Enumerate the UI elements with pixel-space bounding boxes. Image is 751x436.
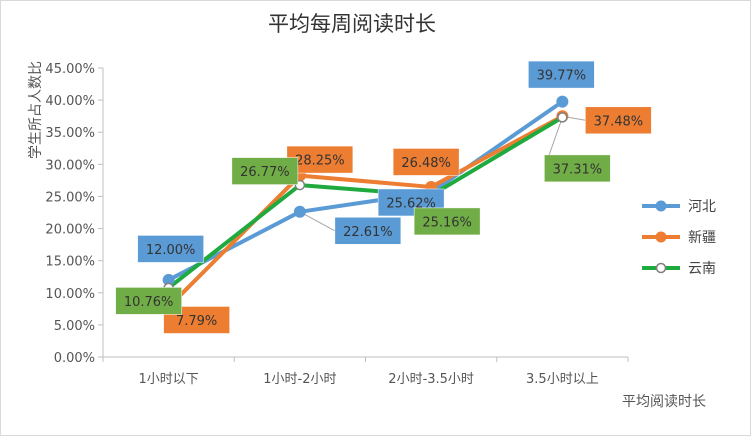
x-tick-label: 1小时以下 (138, 372, 198, 387)
y-tick-label: 20.00% (45, 223, 95, 238)
y-tick-label: 30.00% (45, 158, 95, 173)
x-axis-title: 平均阅读时长 (622, 393, 706, 410)
legend-label: 云南 (688, 261, 716, 277)
data-label-box (137, 235, 204, 263)
legend-marker (655, 262, 667, 274)
data-label-box (528, 60, 595, 89)
y-tick-label: 10.00% (45, 287, 95, 302)
data-label-box (392, 148, 460, 176)
legend-label: 新疆 (688, 230, 716, 246)
data-label: 39.77% (537, 69, 587, 84)
data-label: 37.31% (553, 162, 603, 177)
data-label-box (585, 106, 652, 135)
data-label-box (544, 154, 611, 183)
data-label: 12.00% (146, 243, 196, 258)
chart-title: 平均每周阅读时长 (268, 12, 436, 36)
legend-label: 河北 (688, 199, 716, 215)
y-axis-title: 学生所占人数比 (28, 61, 44, 159)
data-point (557, 112, 568, 123)
y-tick-label: 15.00% (45, 255, 95, 270)
y-tick-label: 0.00% (54, 351, 95, 366)
data-point (293, 205, 306, 218)
data-label: 7.79% (176, 314, 217, 329)
legend-marker (655, 231, 667, 243)
label-leader-line (299, 211, 336, 232)
data-label: 25.16% (422, 215, 472, 230)
x-tick-label: 1小时-2小时 (263, 372, 336, 387)
legend-marker (655, 200, 667, 212)
data-label: 10.76% (124, 295, 174, 310)
data-label-box (413, 207, 481, 236)
data-label: 22.61% (343, 225, 393, 240)
x-tick-label: 3.5小时以上 (526, 372, 599, 387)
y-tick-label: 45.00% (45, 62, 95, 77)
data-label: 26.77% (240, 165, 290, 180)
data-label: 26.48% (401, 156, 451, 171)
series-line (166, 99, 565, 282)
axes: 0.00% 5.00% 10.00% 15.00% 20.00% 25.00% 30.00%… (45, 62, 629, 387)
data-label-box (334, 217, 402, 245)
y-tick-label: 40.00% (45, 94, 95, 109)
data-point (556, 95, 569, 108)
data-label: 28.25% (295, 154, 345, 169)
series-line (166, 114, 565, 309)
data-label: 37.48% (594, 114, 644, 129)
data-labels: 12.00%22.61%25.62%39.77%7.79%28.25% 26.48… (115, 60, 652, 334)
x-tick-label: 2小时-3.5小时 (388, 372, 474, 387)
series-line (166, 115, 565, 290)
y-tick-label: 25.00% (45, 190, 95, 205)
data-label-box (115, 287, 182, 315)
data-label-box (231, 157, 299, 185)
y-tick-label: 5.00% (54, 319, 95, 334)
y-tick-label: 35.00% (45, 126, 95, 141)
